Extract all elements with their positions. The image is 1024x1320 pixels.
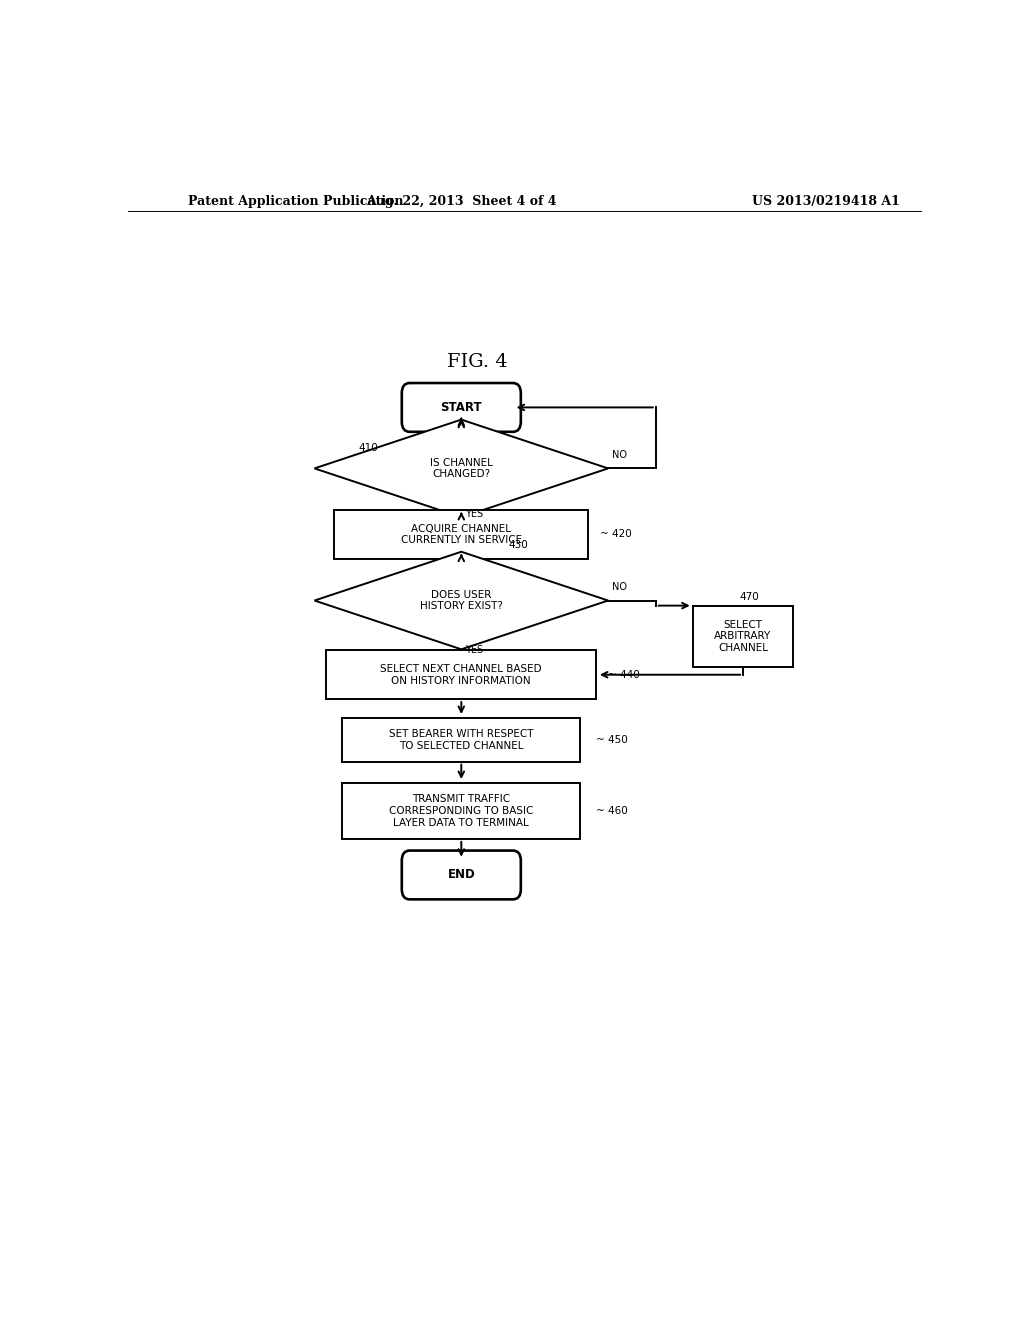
Text: 410: 410 [358, 444, 378, 453]
FancyBboxPatch shape [401, 850, 521, 899]
Text: ~ 440: ~ 440 [608, 669, 640, 680]
Text: NO: NO [612, 582, 627, 593]
Text: TRANSMIT TRAFFIC
CORRESPONDING TO BASIC
LAYER DATA TO TERMINAL: TRANSMIT TRAFFIC CORRESPONDING TO BASIC … [389, 795, 534, 828]
Text: YES: YES [465, 508, 483, 519]
Polygon shape [314, 552, 608, 649]
Text: 470: 470 [739, 593, 759, 602]
Text: IS CHANNEL
CHANGED?: IS CHANNEL CHANGED? [430, 458, 493, 479]
Text: SELECT NEXT CHANNEL BASED
ON HISTORY INFORMATION: SELECT NEXT CHANNEL BASED ON HISTORY INF… [381, 664, 542, 685]
Text: ACQUIRE CHANNEL
CURRENTLY IN SERVICE: ACQUIRE CHANNEL CURRENTLY IN SERVICE [400, 524, 522, 545]
Bar [342, 718, 581, 762]
Text: DOES USER
HISTORY EXIST?: DOES USER HISTORY EXIST? [420, 590, 503, 611]
Bar [342, 783, 581, 840]
Text: YES: YES [465, 645, 483, 655]
Text: US 2013/0219418 A1: US 2013/0219418 A1 [753, 194, 900, 207]
Bar [327, 651, 596, 700]
Text: ~ 460: ~ 460 [596, 807, 628, 816]
Text: 430: 430 [509, 540, 528, 549]
Polygon shape [314, 420, 608, 517]
Text: ~ 420: ~ 420 [600, 529, 632, 540]
Text: NO: NO [612, 450, 627, 461]
Text: ~ 450: ~ 450 [596, 735, 628, 744]
Bar [693, 606, 793, 667]
Text: Patent Application Publication: Patent Application Publication [187, 194, 403, 207]
Text: END: END [447, 869, 475, 882]
Text: SET BEARER WITH RESPECT
TO SELECTED CHANNEL: SET BEARER WITH RESPECT TO SELECTED CHAN… [389, 729, 534, 751]
Text: SELECT
ARBITRARY
CHANNEL: SELECT ARBITRARY CHANNEL [715, 619, 772, 652]
Text: FIG. 4: FIG. 4 [446, 352, 508, 371]
Text: Aug. 22, 2013  Sheet 4 of 4: Aug. 22, 2013 Sheet 4 of 4 [366, 194, 557, 207]
FancyBboxPatch shape [401, 383, 521, 432]
Text: START: START [440, 401, 482, 414]
Bar [334, 510, 588, 558]
